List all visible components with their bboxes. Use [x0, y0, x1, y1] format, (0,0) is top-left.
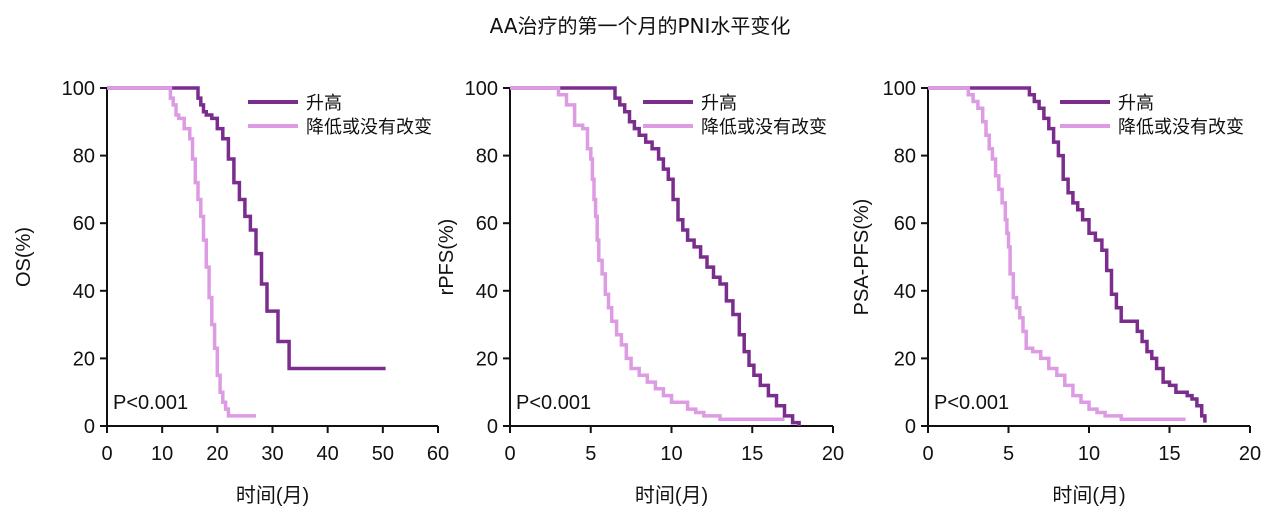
legend-label: 降低或没有改变: [306, 117, 432, 137]
x-tick-label: 20: [206, 443, 228, 465]
y-tick-label: 40: [476, 281, 498, 303]
y-axis-label: PSA-PFS(%): [851, 199, 873, 316]
x-tick-label: 20: [822, 443, 844, 465]
y-tick-label: 100: [465, 78, 498, 100]
y-tick-label: 100: [62, 78, 95, 100]
y-tick-label: 80: [894, 146, 916, 168]
y-axis-label: OS(%): [13, 227, 35, 287]
series-line-low: [928, 86, 1186, 421]
y-tick-label: 40: [73, 281, 95, 303]
x-tick-label: 10: [1078, 443, 1100, 465]
series-line-high: [510, 86, 801, 426]
p-value-annotation: P<0.001: [934, 392, 1009, 414]
x-tick-label: 50: [372, 443, 394, 465]
y-tick-label: 40: [894, 281, 916, 303]
chart-panel-1: 0 20 40 60 80 100 0 10 20 30 40 50 60 时间(月) OS(%) 升高降低或…: [13, 78, 449, 507]
x-tick-label: 30: [261, 443, 283, 465]
legend-label: 降低或没有改变: [1118, 117, 1244, 137]
p-value-annotation: P<0.001: [113, 392, 188, 414]
series-line-low: [510, 86, 785, 421]
x-tick-label: 60: [427, 443, 449, 465]
x-tick-label: 10: [151, 443, 173, 465]
x-tick-label: 20: [1239, 443, 1261, 465]
x-axis-label: 时间(月): [1052, 484, 1125, 507]
x-axis-label: 时间(月): [236, 484, 309, 507]
p-value-annotation: P<0.001: [516, 392, 591, 414]
legend-label: 降低或没有改变: [701, 117, 827, 137]
chart-panel-3: 0 20 40 60 80 100 0 5 10 15 20 时间(月) PSA-PFS(%) 升高降低或…: [851, 78, 1261, 507]
y-tick-label: 0: [905, 416, 916, 438]
x-tick-label: 5: [585, 443, 596, 465]
x-tick-label: 15: [741, 443, 763, 465]
chart-panel-2: 0 20 40 60 80 100 0 5 10 15 20 时间(月) rPFS(%) 升高降低或没有改…: [436, 78, 844, 507]
y-axis-label: rPFS(%): [436, 219, 458, 296]
y-tick-label: 80: [476, 146, 498, 168]
y-tick-label: 60: [73, 213, 95, 235]
y-tick-label: 80: [73, 146, 95, 168]
legend-label: 升高: [701, 93, 737, 113]
x-tick-label: 15: [1158, 443, 1180, 465]
y-tick-label: 60: [894, 213, 916, 235]
y-tick-label: 100: [883, 78, 916, 100]
x-tick-label: 0: [922, 443, 933, 465]
x-axis-label: 时间(月): [635, 484, 708, 507]
y-tick-label: 20: [894, 348, 916, 370]
legend-label: 升高: [1118, 93, 1154, 113]
legend-label: 升高: [306, 93, 342, 113]
x-tick-label: 0: [101, 443, 112, 465]
y-tick-label: 0: [487, 416, 498, 438]
x-tick-label: 40: [317, 443, 339, 465]
x-tick-label: 0: [504, 443, 515, 465]
series-line-low: [107, 86, 256, 418]
series-line-high: [107, 86, 386, 371]
y-tick-label: 20: [73, 348, 95, 370]
y-tick-label: 0: [84, 416, 95, 438]
y-tick-label: 20: [476, 348, 498, 370]
chart-title: AA治疗的第一个月的PNI水平变化: [489, 14, 791, 38]
x-tick-label: 5: [1003, 443, 1014, 465]
series-line-high: [928, 86, 1207, 423]
y-tick-label: 60: [476, 213, 498, 235]
x-tick-label: 10: [660, 443, 682, 465]
